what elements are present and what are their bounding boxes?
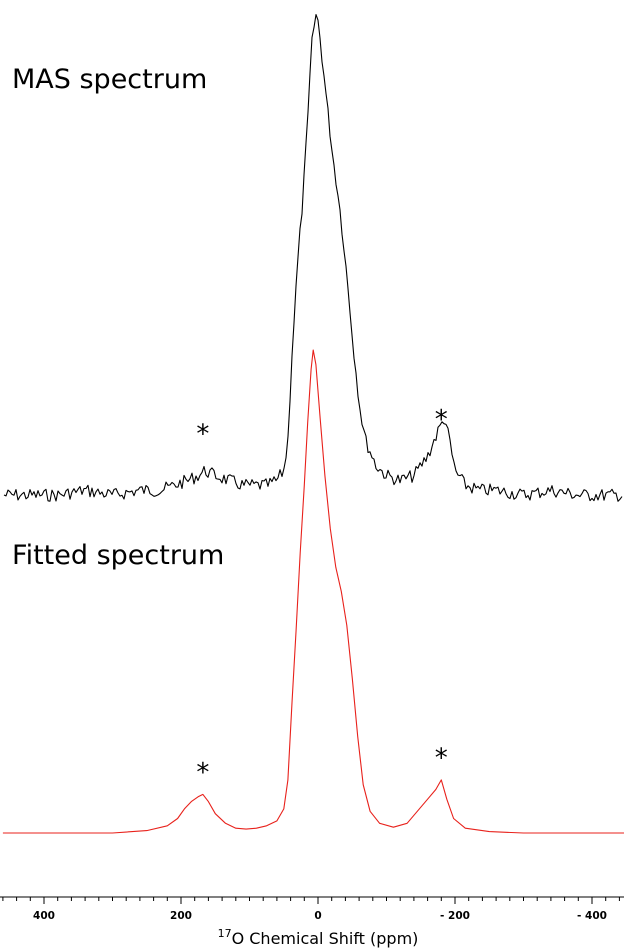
- spectra-layer: [2, 14, 624, 834]
- x-axis-label-text: O Chemical Shift (ppm): [232, 929, 419, 948]
- spinning-sideband-marker: *: [196, 420, 209, 450]
- fitted-spectrum-line: [2, 349, 624, 834]
- x-tick-label: - 400: [577, 910, 607, 922]
- x-axis-ticks: 400 200 0 - 200 - 400: [2, 897, 620, 922]
- x-tick-label: 0: [314, 910, 321, 922]
- spinning-sideband-marker: *: [435, 744, 448, 774]
- spinning-sideband-marker: *: [196, 758, 209, 788]
- mas-spectrum-title: MAS spectrum: [12, 64, 207, 95]
- spinning-sideband-marker: *: [435, 405, 448, 435]
- annotation-layer: * * * *: [196, 405, 447, 788]
- x-tick-label: 200: [170, 910, 192, 922]
- x-tick-label: - 200: [440, 910, 470, 922]
- mas-spectrum-line: [3, 14, 623, 502]
- fitted-spectrum-title: Fitted spectrum: [12, 540, 224, 571]
- x-axis-label-isotope: 17: [218, 927, 232, 940]
- x-axis-label: 17O Chemical Shift (ppm): [218, 927, 419, 948]
- x-tick-label: 400: [33, 910, 55, 922]
